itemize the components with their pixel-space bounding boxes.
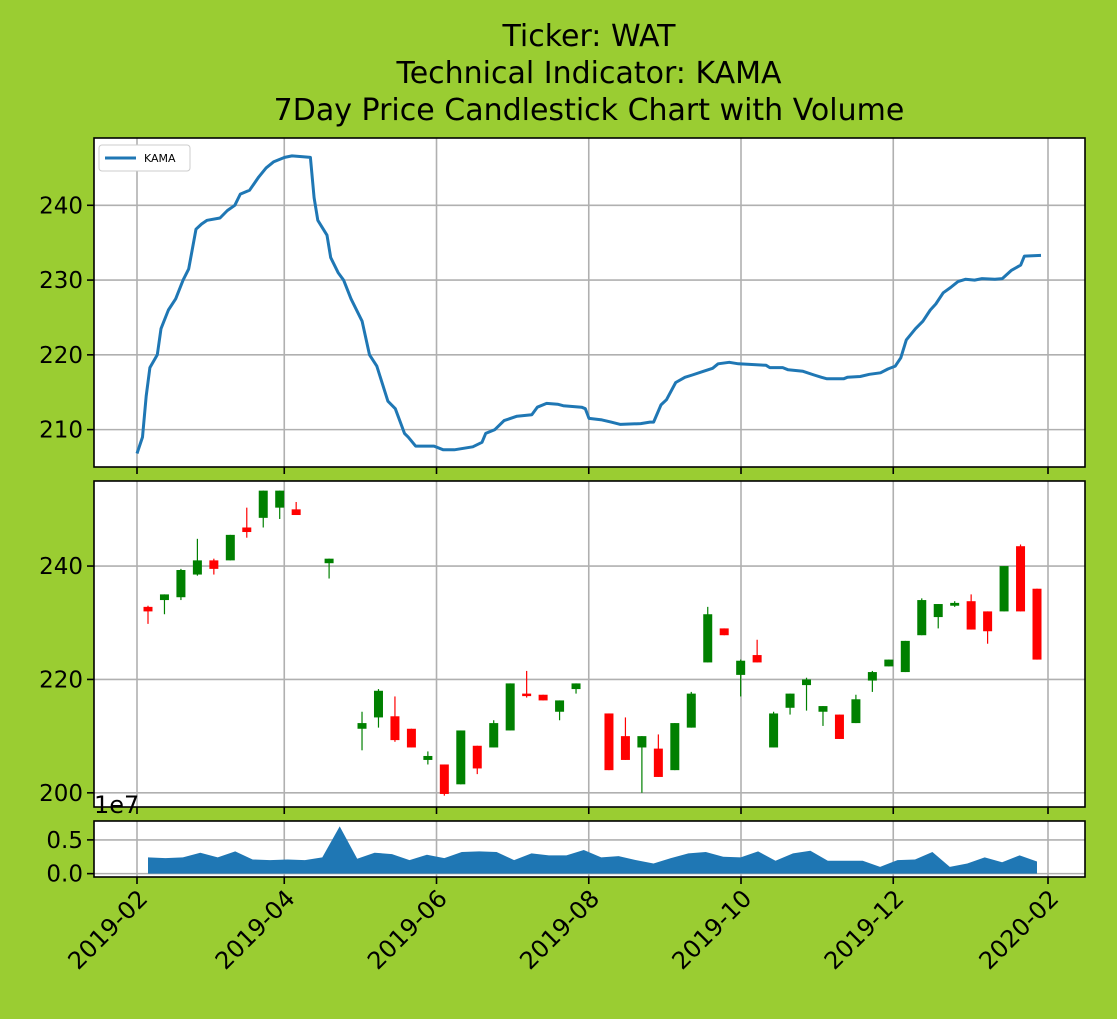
y-tick-label: 210 (39, 418, 83, 444)
candle-body (1016, 546, 1026, 612)
candle-body (719, 628, 729, 636)
kama-series-line (135, 154, 1042, 454)
y-tick-label: 240 (39, 554, 83, 580)
price-y-axis: 200 220 240 (39, 554, 94, 807)
candle-body (637, 736, 647, 748)
candle-body (851, 699, 861, 724)
candle-body (209, 560, 219, 569)
candle-body (604, 713, 614, 771)
candle-body (242, 527, 252, 533)
candle-body (406, 728, 416, 748)
candle-body (258, 490, 268, 518)
price-panel: 200 220 240 (39, 480, 1086, 808)
candle-body (802, 679, 812, 686)
y-tick-label: 200 (39, 781, 83, 807)
y-tick-label: 230 (39, 268, 83, 294)
volume-panel: 0.00.5 1e7 (46, 791, 1086, 888)
candle-body (999, 566, 1009, 612)
title-line-1: Ticker: WAT (502, 19, 677, 54)
candle-body (176, 570, 186, 598)
kama-grid (94, 138, 1085, 467)
title-line-2: Technical Indicator: KAMA (395, 56, 782, 91)
kama-panel: 210 220 230 240 KAMA (39, 137, 1086, 468)
candle-body (159, 594, 169, 601)
legend-label-kama: KAMA (144, 152, 176, 165)
candle-body (357, 723, 367, 729)
y-tick-label: 0.0 (46, 862, 83, 888)
candle-body (571, 683, 581, 690)
title-line-3: 7Day Price Candlestick Chart with Volume (274, 93, 905, 128)
candle-body (522, 693, 532, 697)
candle-body (983, 611, 993, 632)
candle-body (834, 714, 844, 739)
candle-body (653, 748, 663, 777)
candle-body (291, 509, 301, 516)
candle-body (505, 683, 515, 731)
candle-body (143, 606, 153, 612)
candle-body (686, 693, 696, 728)
y-tick-label: 0.5 (46, 828, 83, 854)
candle-body (884, 659, 894, 667)
price-grid (94, 481, 1085, 807)
candle-body (373, 690, 383, 718)
candle-body (736, 660, 746, 675)
candle-body (225, 534, 235, 561)
candle-body (769, 713, 779, 748)
candle-body (620, 736, 630, 760)
candle-body (439, 764, 449, 794)
candle-body (1032, 588, 1042, 660)
candle-body (703, 614, 713, 663)
candle-body (752, 655, 762, 663)
volume-y-axis: 0.00.5 (46, 828, 94, 888)
candle-body (867, 672, 877, 681)
kama-y-axis: 210 220 230 240 (39, 193, 94, 444)
volume-offset-text: 1e7 (94, 791, 139, 819)
y-tick-label: 220 (39, 343, 83, 369)
candle-body (423, 755, 433, 760)
candle-body (192, 560, 202, 575)
candle-body (538, 694, 548, 701)
candle-body (456, 730, 466, 785)
candle-body (472, 745, 482, 769)
kama-legend: KAMA (98, 144, 191, 172)
y-tick-label: 220 (39, 667, 83, 693)
candle-body (785, 693, 795, 708)
candle-body (275, 490, 285, 508)
candle-body (555, 700, 565, 712)
candle-body (390, 716, 400, 741)
legend-box (98, 144, 191, 172)
candle-body (950, 602, 960, 606)
y-tick-label: 240 (39, 193, 83, 219)
candle-body (933, 604, 943, 618)
candle-body (917, 600, 927, 636)
candle-body (900, 640, 910, 673)
volume-area (148, 826, 1037, 874)
candle-body (966, 601, 976, 630)
candle-body (489, 723, 499, 748)
candle-body (670, 723, 680, 771)
candle-body (324, 558, 334, 564)
candle-body (818, 706, 828, 712)
candlestick-series (143, 490, 1042, 796)
